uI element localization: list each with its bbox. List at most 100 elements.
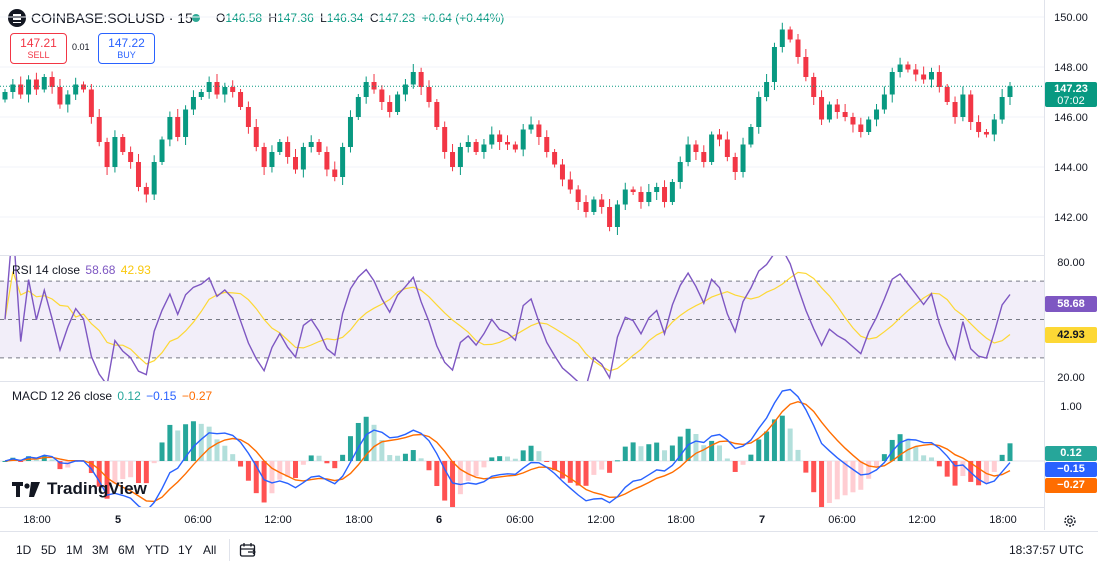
macd-histogram-bar	[944, 461, 950, 477]
candle-body	[269, 152, 275, 167]
macd-histogram-bar	[559, 461, 565, 479]
macd-histogram-bar	[536, 451, 542, 461]
candle-body	[112, 137, 118, 167]
candle-body	[662, 187, 668, 202]
macd-histogram-bar	[379, 440, 385, 461]
macd-histogram-bar	[724, 458, 730, 461]
macd-histogram-bar	[638, 446, 644, 461]
candle-body	[544, 137, 550, 152]
chart-settings-gear-icon[interactable]	[1063, 514, 1077, 528]
macd-histogram-bar	[952, 461, 958, 486]
rsi-pane[interactable]	[0, 256, 1044, 381]
candle-body	[677, 162, 683, 182]
macd-histogram-bar	[630, 442, 636, 461]
pane-divider	[0, 507, 1044, 508]
candle-body	[599, 199, 605, 207]
symbol-title[interactable]: COINBASE:SOLUSD · 15	[31, 10, 193, 26]
candle-body	[999, 97, 1005, 120]
buy-button[interactable]: 147.22 BUY	[98, 33, 155, 64]
macd-histogram-bar	[332, 461, 338, 469]
macd-histogram-bar	[497, 456, 503, 461]
macd-pane[interactable]	[0, 382, 1044, 507]
candle-body	[536, 124, 542, 137]
macd-histogram-bar	[575, 461, 581, 486]
macd-histogram-bar	[764, 431, 770, 461]
macd-histogram-bar	[622, 446, 628, 461]
sell-button[interactable]: 147.21 SELL	[10, 33, 67, 64]
macd-histogram-bar	[819, 461, 825, 507]
macd-histogram-bar	[206, 426, 212, 461]
macd-histogram-bar	[960, 461, 966, 477]
macd-histogram-bar	[238, 461, 244, 467]
macd-histogram-bar	[402, 453, 408, 461]
macd-histogram-bar	[599, 461, 605, 470]
range-ytd-button[interactable]: YTD	[145, 543, 169, 557]
candle-body	[65, 94, 71, 105]
macd-histogram-bar	[167, 424, 173, 461]
range-1m-button[interactable]: 1M	[66, 543, 83, 557]
spread-value: 0.01	[72, 42, 90, 52]
macd-histogram-bar	[677, 436, 683, 461]
bottom-bar-divider	[0, 531, 1098, 532]
macd-histogram-bar	[245, 461, 251, 481]
price-chart[interactable]	[0, 0, 1044, 255]
candle-body	[693, 144, 699, 152]
macd-histogram-bar	[442, 461, 448, 501]
macd-histogram-bar	[583, 461, 589, 486]
macd-histogram-bar	[489, 457, 495, 461]
macd-line	[4, 388, 1011, 507]
candle-body	[26, 79, 32, 95]
macd-histogram-bar	[198, 423, 204, 461]
candle-body	[866, 119, 872, 132]
candle-body	[928, 72, 934, 80]
date-range-calendar-icon[interactable]	[239, 542, 257, 558]
macd-histogram-bar	[457, 461, 463, 495]
macd-histogram-bar	[756, 439, 762, 461]
macd-histogram-bar	[528, 445, 534, 461]
candle-body	[206, 82, 212, 92]
price-axis-border	[1044, 0, 1045, 530]
macd-histogram-bar	[520, 450, 526, 461]
macd-histogram-bar	[834, 461, 840, 500]
macd-histogram-bar	[512, 458, 518, 461]
time-tick: 06:00	[828, 514, 856, 526]
candle-body	[457, 147, 463, 167]
candle-body	[230, 87, 236, 92]
range-1y-button[interactable]: 1Y	[178, 543, 193, 557]
candle-body	[701, 152, 707, 162]
candle-body	[442, 127, 448, 152]
range-3m-button[interactable]: 3M	[92, 543, 109, 557]
time-tick: 6	[435, 514, 443, 526]
range-all-button[interactable]: All	[203, 543, 217, 557]
macd-histogram-bar	[481, 461, 487, 468]
candle-body	[88, 89, 94, 117]
last-price-label: 147.23 07:02	[1045, 82, 1097, 107]
candle-body	[607, 207, 613, 227]
candle-body	[363, 82, 369, 97]
macd-histogram-bar	[505, 456, 510, 461]
candle-body	[826, 104, 832, 120]
range-6m-button[interactable]: 6M	[118, 543, 135, 557]
candle-body	[983, 132, 989, 135]
candle-body	[732, 157, 738, 172]
candle-body	[952, 102, 958, 117]
macd-histogram-bar	[842, 461, 848, 496]
candle-body	[355, 97, 361, 117]
utc-clock[interactable]: 18:37:57 UTC	[1009, 543, 1084, 557]
candle-body	[465, 142, 471, 147]
candle-body	[238, 92, 244, 107]
candle-body	[293, 157, 299, 170]
candle-body	[497, 134, 503, 142]
rsi-ma-line	[4, 271, 1011, 372]
candle-body	[410, 72, 416, 85]
macd-line-label: −0.15	[1045, 462, 1097, 477]
range-1d-button[interactable]: 1D	[16, 543, 32, 557]
candle-body	[450, 152, 456, 167]
macd-histogram-bar	[811, 461, 817, 493]
macd-histogram-bar	[159, 442, 165, 461]
candle-body	[49, 77, 55, 87]
macd-histogram-bar	[2, 461, 8, 462]
macd-histogram-bar	[795, 449, 801, 461]
range-5d-button[interactable]: 5D	[41, 543, 57, 557]
candle-body	[245, 107, 251, 127]
